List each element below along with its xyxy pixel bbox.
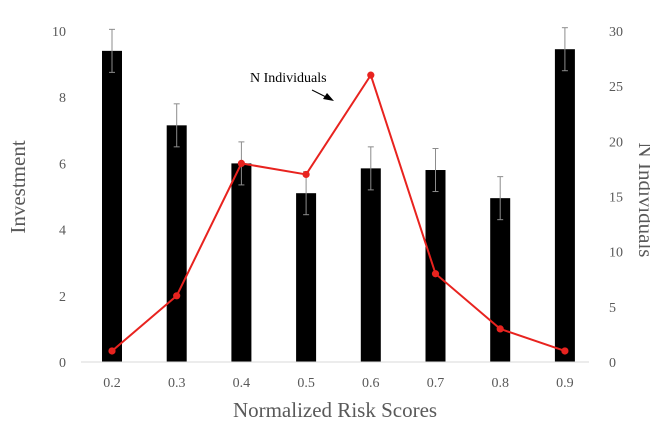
line-point-0.9 [561, 347, 569, 355]
error-bar-0.3 [173, 103, 180, 148]
x-tick-label: 0.4 [233, 376, 251, 391]
line-point-0.3 [173, 292, 181, 300]
x-tick-label: 0.5 [297, 376, 315, 391]
bar-0.3 [166, 125, 187, 363]
y-tick-label: 6 [59, 157, 66, 172]
y-tick-label: 4 [59, 224, 66, 239]
error-bar-0.9 [561, 27, 568, 72]
annotation-label: N Individuals [250, 71, 327, 86]
x-tick-label: 0.3 [168, 376, 186, 391]
y2-tick-label: 30 [609, 25, 623, 40]
bar-0.7 [425, 170, 446, 362]
bar-0.9 [554, 49, 575, 362]
y2-axis-ticks: 0 5 10 15 20 25 30 [609, 25, 623, 371]
y2-tick-label: 5 [609, 301, 616, 316]
error-bar-0.6 [367, 146, 374, 191]
line-point-0.7 [431, 270, 440, 278]
error-bar-0.2 [109, 28, 115, 73]
y2-tick-label: 20 [609, 135, 623, 150]
error-bar-0.8 [497, 176, 504, 221]
bar-0.5 [296, 193, 317, 362]
y-axis-title: Investment [6, 140, 30, 233]
y-axis-ticks: 0 2 4 6 8 10 [52, 25, 66, 371]
error-bars [109, 27, 568, 221]
y-tick-label: 2 [59, 290, 66, 305]
x-tick-label: 0.2 [103, 376, 121, 391]
x-tick-label: 0.7 [427, 376, 445, 391]
x-tick-label: 0.6 [362, 376, 380, 391]
x-tick-label: 0.9 [556, 376, 574, 391]
y2-tick-label: 15 [609, 191, 623, 206]
bar-0.6 [360, 168, 381, 362]
line-point-0.4 [237, 159, 245, 167]
bar-0.4 [231, 163, 252, 362]
y-tick-label: 10 [52, 25, 66, 40]
line-point-0.5 [302, 170, 310, 179]
line-point-0.8 [496, 325, 504, 333]
bar-series [102, 49, 575, 363]
x-axis-title: Normalized Risk Scores [233, 398, 437, 422]
x-tick-label: 0.8 [491, 376, 509, 391]
line-path [111, 72, 566, 352]
bar-0.8 [490, 198, 511, 362]
annotation-arrow [311, 89, 334, 101]
y2-tick-label: 25 [609, 80, 623, 95]
y2-tick-label: 10 [609, 246, 623, 261]
line-point-0.6 [367, 71, 375, 79]
y2-axis-title: N Individuals [634, 143, 650, 258]
line-point-0.2 [108, 347, 116, 355]
y2-tick-label: 0 [609, 356, 616, 371]
error-bar-0.7 [432, 148, 439, 193]
bar-0.2 [102, 50, 122, 363]
y-tick-label: 0 [59, 356, 66, 371]
line-series [108, 71, 569, 355]
y-tick-label: 8 [59, 91, 66, 106]
x-axis-ticks: 0.2 0.3 0.4 0.5 0.6 0.7 0.8 0.9 [103, 376, 573, 391]
